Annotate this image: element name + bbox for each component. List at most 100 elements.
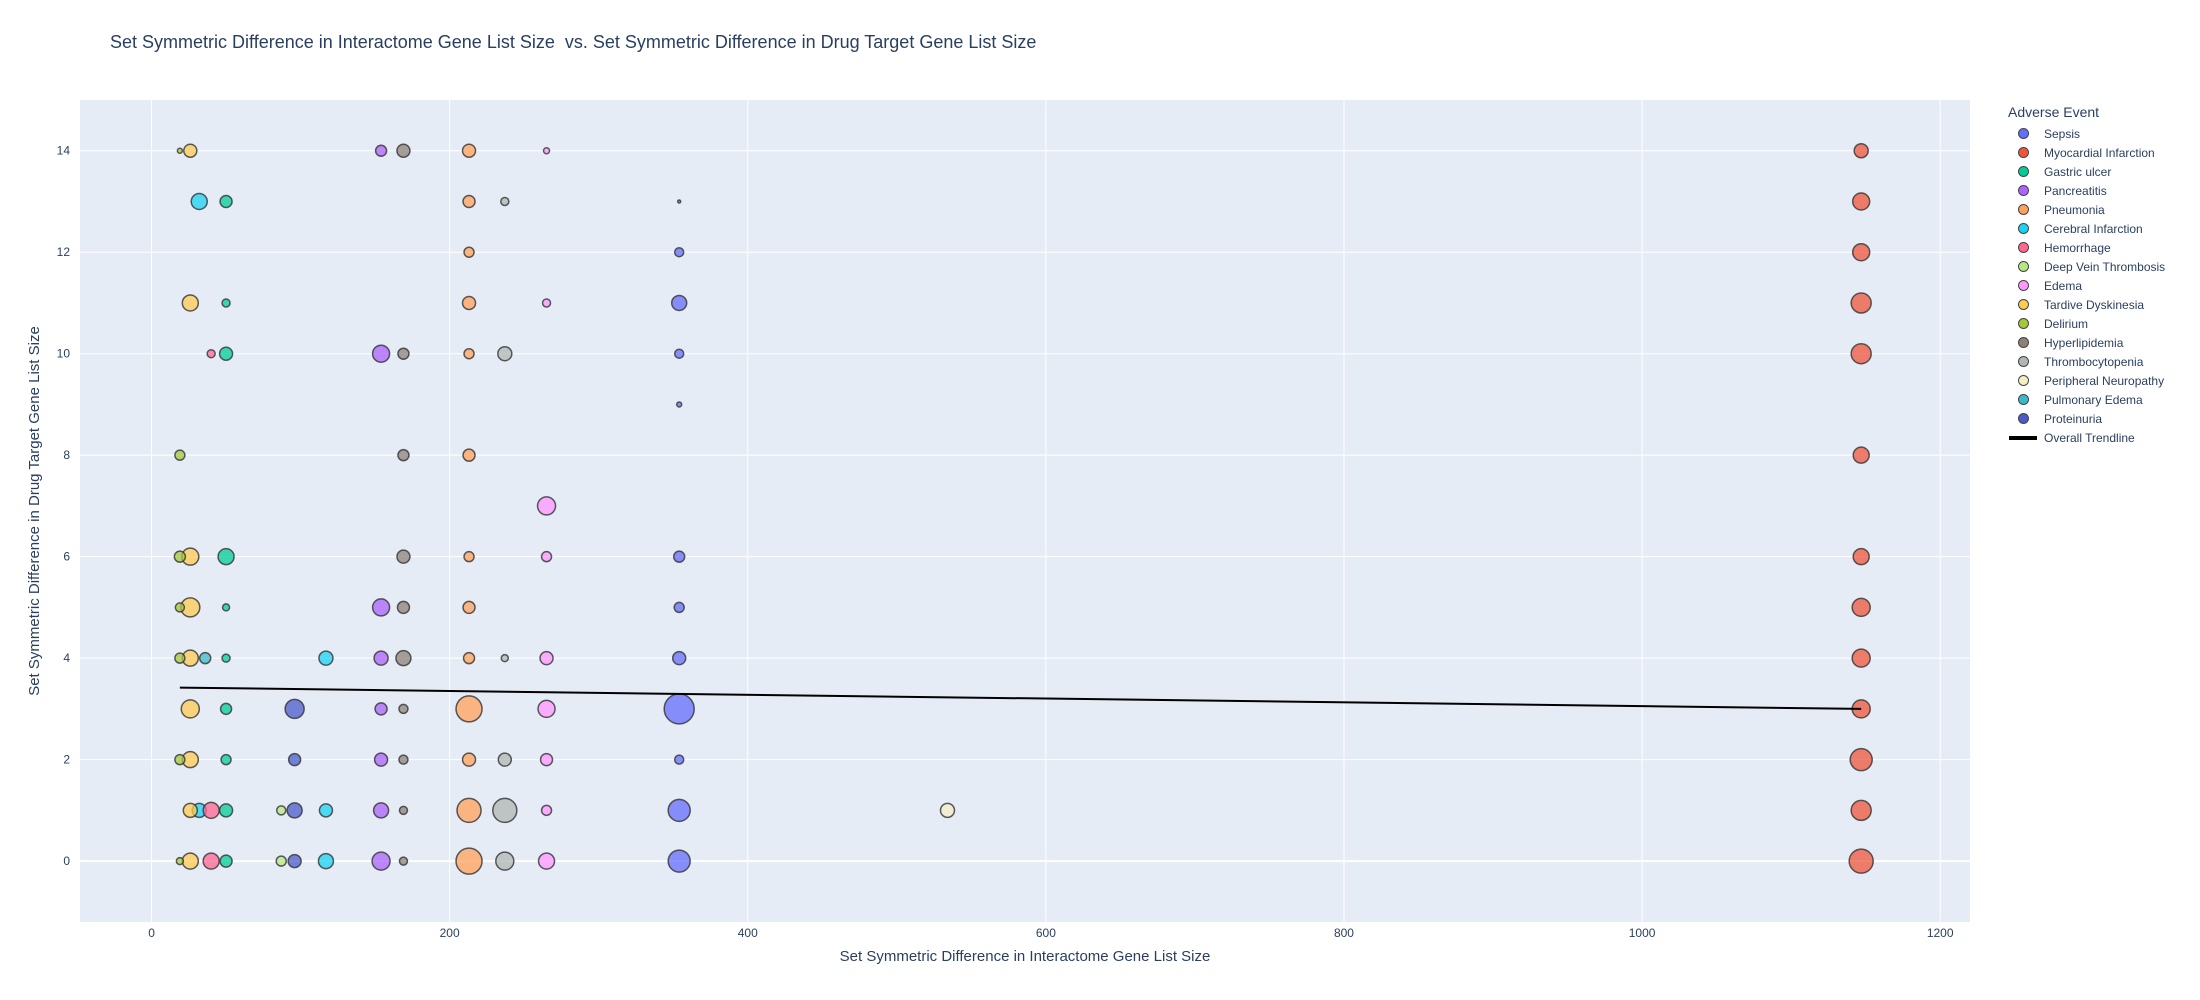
legend-item[interactable]: Edema [2008, 276, 2165, 295]
data-point[interactable] [540, 550, 553, 563]
data-point[interactable] [939, 802, 956, 819]
legend-item[interactable]: Pneumonia [2008, 200, 2165, 219]
legend-item[interactable]: Cerebral Infarction [2008, 219, 2165, 238]
data-point[interactable] [537, 852, 556, 870]
data-point[interactable] [219, 854, 233, 868]
data-point[interactable] [174, 602, 186, 613]
data-point[interactable] [539, 752, 554, 767]
data-point[interactable] [1849, 747, 1873, 772]
data-point[interactable] [175, 856, 185, 866]
data-point[interactable] [1850, 292, 1872, 314]
data-point[interactable] [220, 753, 232, 766]
data-point[interactable] [221, 603, 231, 612]
data-point[interactable] [1848, 848, 1874, 874]
data-point[interactable] [463, 246, 475, 258]
data-point[interactable] [396, 143, 411, 158]
data-point[interactable] [218, 346, 234, 361]
data-point[interactable] [181, 294, 200, 312]
data-point[interactable] [1851, 597, 1871, 618]
data-point[interactable] [397, 347, 410, 360]
data-point[interactable] [371, 344, 391, 363]
data-point[interactable] [670, 294, 688, 312]
data-point[interactable] [541, 298, 552, 308]
legend-item[interactable]: Sepsis [2008, 124, 2165, 143]
legend-item[interactable]: Tardive Dyskinesia [2008, 295, 2165, 314]
data-point[interactable] [275, 805, 287, 816]
legend-item[interactable]: Proteinuria [2008, 409, 2165, 428]
data-point[interactable] [456, 797, 482, 824]
legend-item[interactable]: Delirium [2008, 314, 2165, 333]
data-point[interactable] [462, 651, 476, 665]
data-point[interactable] [500, 196, 510, 207]
data-point[interactable] [221, 653, 231, 663]
data-point[interactable] [461, 143, 477, 158]
data-point[interactable] [202, 801, 220, 820]
data-point[interactable] [536, 496, 557, 516]
data-point[interactable] [374, 144, 388, 157]
data-point[interactable] [497, 752, 513, 767]
data-point[interactable] [174, 753, 186, 766]
data-point[interactable] [673, 348, 685, 359]
data-point[interactable] [374, 702, 388, 716]
data-point[interactable] [198, 651, 212, 665]
data-point[interactable] [1853, 142, 1869, 159]
data-point[interactable] [206, 348, 216, 359]
data-point[interactable] [217, 547, 235, 566]
data-point[interactable] [1850, 342, 1872, 365]
data-point[interactable] [373, 650, 389, 666]
legend-item[interactable]: Peripheral Neuropathy [2008, 371, 2165, 390]
data-point[interactable] [398, 703, 409, 715]
data-point[interactable] [461, 295, 477, 311]
data-point[interactable] [219, 702, 233, 716]
data-point[interactable] [540, 804, 553, 817]
data-point[interactable] [671, 650, 687, 666]
data-point[interactable] [396, 600, 411, 615]
legend-item[interactable]: Myocardial Infarction [2008, 143, 2165, 162]
data-point[interactable] [542, 146, 551, 155]
legend-item[interactable]: Hyperlipidemia [2008, 333, 2165, 352]
data-point[interactable] [190, 192, 208, 211]
data-point[interactable] [1851, 242, 1871, 262]
data-point[interactable] [398, 754, 409, 765]
data-point[interactable] [497, 345, 513, 362]
legend-item[interactable]: Hemorrhage [2008, 238, 2165, 257]
legend-item[interactable]: Deep Vein Thrombosis [2008, 257, 2165, 276]
data-point[interactable] [462, 448, 476, 462]
data-point[interactable] [174, 652, 186, 664]
data-point[interactable] [455, 695, 483, 723]
legend-item[interactable]: Thrombocytopenia [2008, 352, 2165, 371]
data-point[interactable] [398, 805, 409, 816]
data-point[interactable] [675, 401, 683, 408]
data-point[interactable] [318, 803, 334, 818]
data-point[interactable] [672, 550, 686, 563]
legend-item[interactable]: Gastric ulcer [2008, 162, 2165, 181]
data-point[interactable] [462, 600, 476, 615]
data-point[interactable] [218, 803, 234, 818]
data-point[interactable] [463, 550, 475, 563]
data-point[interactable] [673, 601, 685, 614]
legend-item[interactable]: Pulmonary Edema [2008, 390, 2165, 409]
data-point[interactable] [372, 802, 390, 819]
data-point[interactable] [673, 246, 685, 258]
data-point[interactable] [176, 147, 184, 154]
data-point[interactable] [1852, 446, 1870, 464]
plot-area[interactable] [80, 100, 1970, 922]
data-point[interactable] [183, 143, 198, 158]
data-point[interactable] [461, 752, 477, 767]
data-point[interactable] [1851, 192, 1871, 211]
data-point[interactable] [284, 698, 305, 720]
data-point[interactable] [181, 852, 200, 870]
data-point[interactable] [663, 693, 695, 725]
data-point[interactable] [317, 852, 335, 870]
data-point[interactable] [395, 649, 412, 667]
data-point[interactable] [537, 699, 556, 719]
data-point[interactable] [463, 347, 475, 360]
data-point[interactable] [495, 851, 515, 871]
data-point[interactable] [462, 194, 476, 209]
data-point[interactable] [182, 802, 199, 819]
data-point[interactable] [221, 298, 231, 308]
data-point[interactable] [174, 449, 186, 461]
data-point[interactable] [397, 448, 410, 462]
data-point[interactable] [676, 199, 682, 204]
